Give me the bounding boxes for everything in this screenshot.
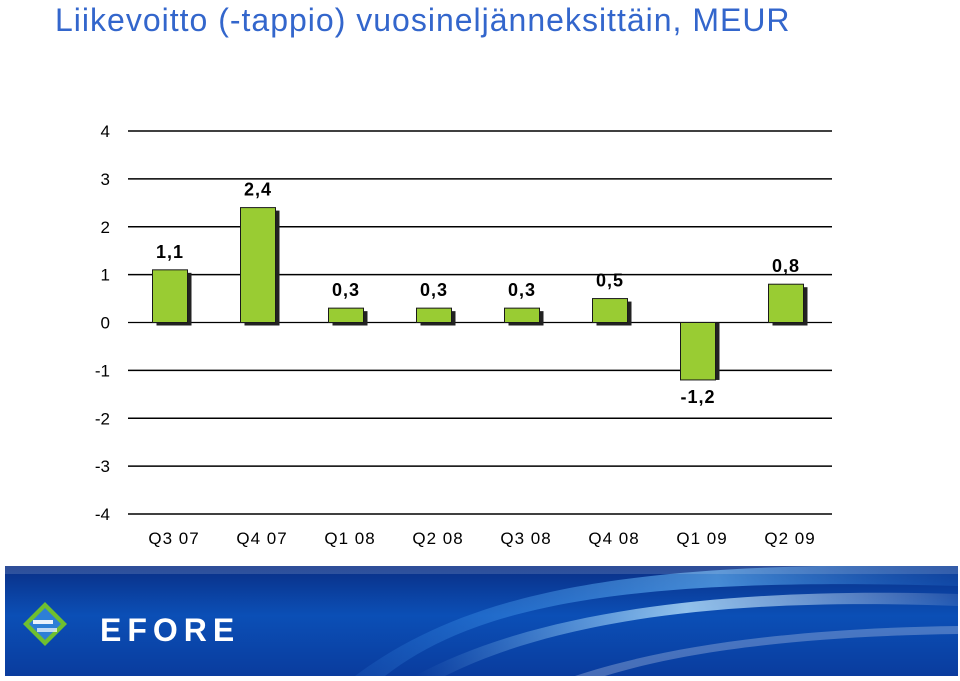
bar-chart: 4 3 2 1 0 -1 -2 -3 -4 1,1 Q3 07 2,4 Q4 07 0,3 Q1 08 0,3…	[95, 122, 832, 548]
x-tick-label: Q4 08	[588, 529, 639, 548]
x-tick-label: Q3 08	[500, 529, 551, 548]
y-tick-label: 2	[101, 218, 110, 237]
bar	[152, 269, 188, 323]
data-label: 0,3	[420, 280, 448, 300]
y-tick-label: 4	[101, 122, 110, 141]
x-tick-label: Q3 07	[148, 529, 199, 548]
efore-banner: EFORE	[5, 566, 958, 676]
chart-title: Liikevoitto (-tappio) vuosineljänneksitt…	[55, 2, 791, 38]
data-label: 1,1	[156, 242, 184, 262]
y-tick-label: 1	[101, 266, 110, 285]
bar	[680, 322, 716, 381]
bar	[416, 307, 452, 323]
data-label: -1,2	[680, 387, 715, 407]
y-tick-label: 3	[101, 170, 110, 189]
data-label: 0,3	[508, 280, 536, 300]
x-tick-label: Q2 08	[412, 529, 463, 548]
data-label: 0,8	[772, 256, 800, 276]
x-tick-label: Q4 07	[236, 529, 287, 548]
bar	[240, 207, 276, 323]
bar	[504, 307, 540, 323]
data-label: 2,4	[244, 180, 272, 200]
efore-logo-icon	[23, 602, 67, 646]
x-tick-label: Q2 09	[764, 529, 815, 548]
y-tick-label: 0	[101, 314, 110, 333]
y-tick-label: -1	[95, 361, 110, 380]
bar	[592, 298, 628, 323]
banner-swoosh-graphic	[5, 566, 958, 676]
x-tick-label: Q1 09	[676, 529, 727, 548]
logo-text: EFORE	[100, 612, 241, 648]
data-label: 0,3	[332, 280, 360, 300]
bar	[328, 307, 364, 323]
bar	[768, 283, 804, 323]
y-tick-label: -4	[95, 505, 110, 524]
y-tick-label: -3	[95, 457, 110, 476]
y-tick-label: -2	[95, 409, 110, 428]
data-label: 0,5	[596, 271, 624, 291]
x-tick-label: Q1 08	[324, 529, 375, 548]
